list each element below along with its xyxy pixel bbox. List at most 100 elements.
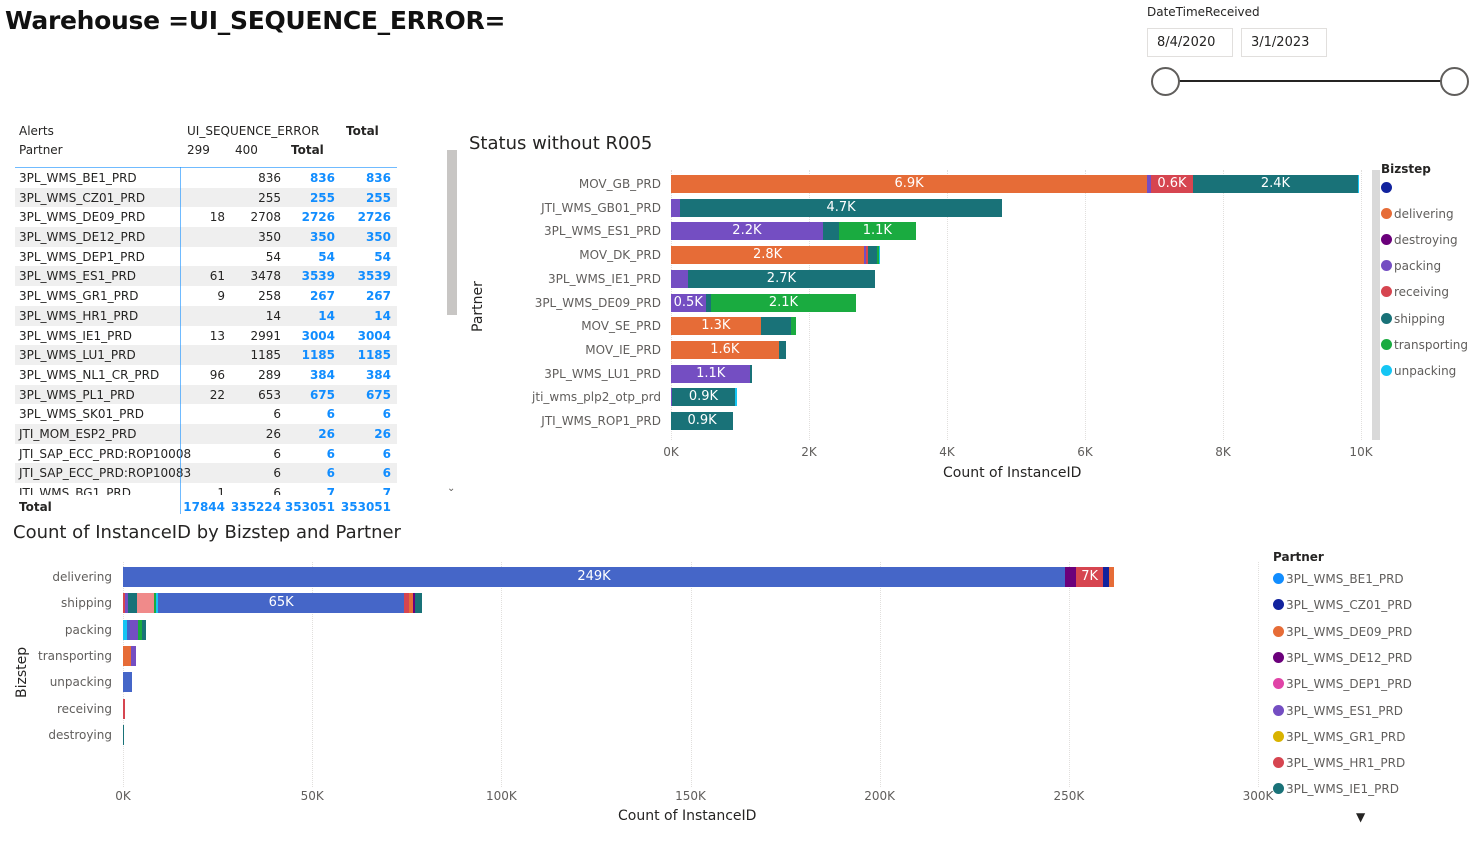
legend-item[interactable]: 3PL_WMS_DE12_PRD (1273, 651, 1412, 665)
bar-segment-transporting[interactable] (791, 317, 796, 336)
bar-segment[interactable] (1065, 567, 1077, 587)
bar-segment[interactable]: 65K (158, 593, 405, 614)
table-row[interactable]: 3PL_WMS_DEP1_PRD 54 54 54 (15, 247, 397, 267)
table-row[interactable]: JTI_WMS_BG1_PRD 1 6 7 7 (15, 483, 397, 495)
table-row[interactable]: 3PL_WMS_NL1_CR_PRD 96 289 384 384 (15, 365, 397, 385)
bar-segment-delivering[interactable]: 2.8K (671, 246, 865, 265)
legend-item[interactable]: destroying (1381, 233, 1458, 247)
header-grand-total[interactable]: Total (346, 124, 379, 138)
legend-item[interactable]: 3PL_WMS_BE1_PRD (1273, 572, 1404, 586)
end-date-input[interactable]: 3/1/2023 (1241, 28, 1327, 57)
bar-segment-shipping[interactable]: 4.7K (679, 198, 1003, 217)
bar-segment-shipping[interactable]: 2.4K (1192, 175, 1359, 193)
bar-segment-transporting[interactable]: 2.1K (711, 293, 856, 312)
bar-segment-shipping[interactable] (822, 222, 839, 241)
bar-segment-packing[interactable] (1147, 175, 1152, 193)
table-row[interactable]: 3PL_WMS_IE1_PRD 13 2991 3004 3004 (15, 326, 397, 346)
legend-item[interactable] (1381, 181, 1394, 195)
legend-item[interactable]: delivering (1381, 207, 1454, 221)
table-row[interactable]: 3PL_WMS_HR1_PRD 14 14 14 (15, 305, 397, 326)
start-date-input[interactable]: 8/4/2020 (1147, 28, 1233, 57)
table-row[interactable]: 3PL_WMS_PL1_PRD 22 653 675 675 (15, 384, 397, 405)
bar-segment-packing[interactable]: 2.2K (671, 222, 823, 241)
legend-item[interactable]: transporting (1381, 338, 1468, 352)
table-row[interactable]: JTI_SAP_ECC_PRD:ROP10008 6 6 6 (15, 444, 397, 464)
header-group-total[interactable]: Total (291, 143, 324, 157)
bar-segment-unpacking[interactable] (878, 246, 881, 265)
bar-segment-shipping[interactable]: 2.7K (688, 269, 875, 288)
bar-segment[interactable] (127, 593, 137, 614)
scroll-down-arrow-icon[interactable]: ⌄ (447, 483, 456, 494)
bar-segment-transporting[interactable]: 1.1K (838, 222, 916, 241)
bar-segment-shipping[interactable] (705, 293, 712, 312)
bar-segment-packing[interactable]: 1.1K (671, 364, 751, 383)
bar-segment[interactable] (404, 593, 409, 614)
table-row[interactable]: 3PL_WMS_BE1_PRD 836 836 836 (15, 168, 397, 188)
bar-segment-receiving[interactable]: 0.6K (1151, 175, 1193, 193)
legend-item[interactable]: packing (1381, 259, 1441, 273)
bar-segment-receiving[interactable] (866, 246, 868, 265)
header-400[interactable]: 400 (235, 143, 258, 157)
header-group[interactable]: UI_SEQUENCE_ERROR (187, 124, 320, 138)
legend-more-arrow-icon[interactable]: ▼ (1356, 810, 1366, 824)
table-row[interactable]: JTI_MOM_ESP2_PRD 26 26 26 (15, 423, 397, 444)
table-row[interactable]: 3PL_WMS_SK01_PRD 6 6 6 (15, 404, 397, 424)
table-row[interactable]: JTI_SAP_ECC_PRD:ROP10083 6 6 6 (15, 463, 397, 483)
header-299[interactable]: 299 (187, 143, 210, 157)
legend-item[interactable]: 3PL_WMS_IE1_PRD (1273, 782, 1399, 796)
bar-segment-shipping[interactable] (750, 364, 753, 383)
bar-segment-unpacking[interactable] (735, 388, 738, 407)
table-row[interactable]: 3PL_WMS_DE12_PRD 350 350 350 (15, 227, 397, 247)
legend-item[interactable]: 3PL_WMS_CZ01_PRD (1273, 598, 1412, 612)
legend-item[interactable]: 3PL_WMS_ES1_PRD (1273, 704, 1403, 718)
bar-segment-packing[interactable] (671, 388, 672, 407)
bar-segment[interactable] (123, 593, 125, 614)
bar-segment-shipping[interactable] (760, 317, 792, 336)
bar-segment[interactable] (1102, 567, 1109, 587)
bar-segment[interactable] (413, 593, 416, 614)
bar-segment-shipping[interactable] (778, 340, 786, 359)
table-row[interactable]: 3PL_WMS_CZ01_PRD 255 255 255 (15, 187, 397, 208)
bar-segment-packing[interactable] (671, 198, 680, 217)
legend-item[interactable]: receiving (1381, 285, 1449, 299)
bar-segment[interactable] (123, 645, 132, 666)
bar-segment[interactable] (123, 672, 132, 693)
legend-item[interactable]: shipping (1381, 312, 1445, 326)
slider-track[interactable] (1165, 80, 1455, 82)
bar-segment-delivering[interactable]: 1.6K (671, 340, 779, 359)
bar-segment[interactable] (136, 593, 154, 614)
legend-item[interactable]: 3PL_WMS_DEP1_PRD (1273, 677, 1412, 691)
bar-segment[interactable] (137, 619, 143, 640)
slider-start-handle[interactable] (1151, 67, 1180, 96)
bar-segment-packing[interactable]: 0.5K (671, 293, 706, 312)
slider-end-handle[interactable] (1440, 67, 1469, 96)
bar-segment[interactable] (124, 593, 128, 614)
bar-segment[interactable] (415, 593, 422, 614)
bar-segment-transporting[interactable] (877, 246, 879, 265)
legend-item[interactable]: 3PL_WMS_DE09_PRD (1273, 625, 1412, 639)
table-row[interactable]: 3PL_WMS_ES1_PRD 61 3478 3539 3539 (15, 266, 397, 287)
bar-segment[interactable] (408, 593, 414, 614)
bar-segment-packing[interactable] (864, 246, 867, 265)
bar-segment-shipping[interactable] (867, 246, 878, 265)
bar-segment-delivering[interactable]: 1.3K (671, 317, 761, 336)
bar-segment-shipping[interactable]: 0.9K (671, 412, 734, 430)
bar-segment[interactable] (126, 619, 131, 640)
table-row[interactable]: 3PL_WMS_DE09_PRD 18 2708 2726 2726 (15, 207, 397, 227)
table-row[interactable]: 3PL_WMS_GR1_PRD 9 258 267 267 (15, 286, 397, 306)
bar-segment[interactable] (123, 619, 127, 640)
matrix-scrollbar[interactable]: ⌄ (447, 120, 457, 500)
bar-segment-packing[interactable] (671, 269, 689, 288)
bar-segment[interactable] (142, 619, 146, 640)
legend-item[interactable]: 3PL_WMS_HR1_PRD (1273, 756, 1405, 770)
header-partner[interactable]: Partner (19, 143, 63, 157)
bar-segment[interactable] (130, 619, 138, 640)
bar-segment-unpacking[interactable] (1358, 175, 1359, 193)
bar-segment[interactable]: 249K (123, 567, 1066, 587)
bar-segment[interactable] (123, 724, 124, 745)
legend-scrollbar[interactable] (1372, 170, 1380, 440)
bar-segment-shipping[interactable]: 0.9K (671, 388, 736, 407)
bar-segment[interactable] (1108, 567, 1115, 587)
bar-segment-delivering[interactable]: 6.9K (671, 175, 1148, 193)
bar-segment[interactable] (131, 645, 137, 666)
